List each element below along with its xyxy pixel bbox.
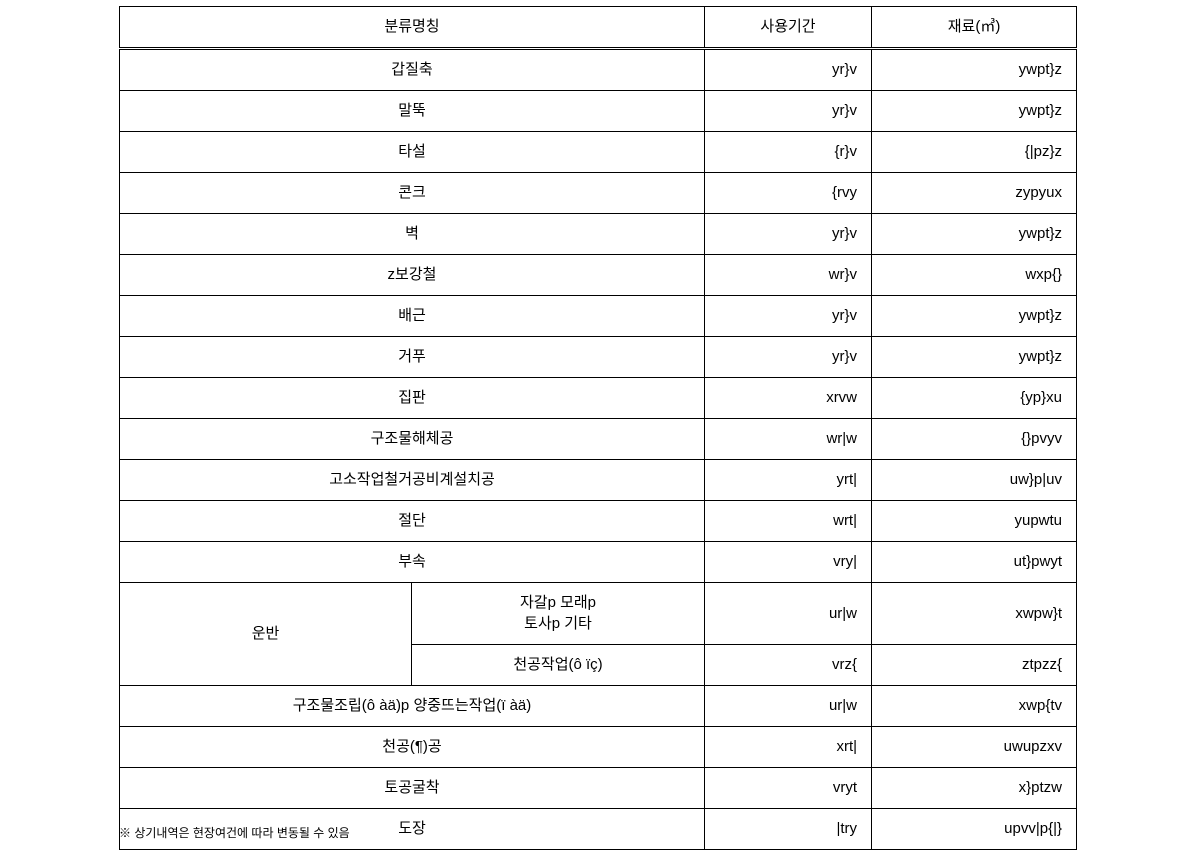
row-col2: vry| <box>705 542 872 583</box>
row-col3: uwupzxv <box>872 727 1077 768</box>
table-row: 콘크 {rvy zypyux <box>120 173 1077 214</box>
row-name: 타설 <box>120 132 705 173</box>
row-col3: ztpzz{ <box>872 645 1077 686</box>
row-col3: ywpt}z <box>872 214 1077 255</box>
row-col2: {r}v <box>705 132 872 173</box>
row-name: 구조물조립(ô àä)p 양중뜨는작업(ï àä) <box>120 686 705 727</box>
row-name: 운반 <box>120 583 412 686</box>
table-row: 집판 xrvw {yp}xu <box>120 378 1077 419</box>
row-name: 부속 <box>120 542 705 583</box>
row-col3: {yp}xu <box>872 378 1077 419</box>
row-sub-name: 자갈p 모래p 토사p 기타 <box>412 583 705 645</box>
col-header-period: 사용기간 <box>705 7 872 49</box>
row-col2: yr}v <box>705 49 872 91</box>
row-col2: |try <box>705 809 872 850</box>
table-row: 벽 yr}v ywpt}z <box>120 214 1077 255</box>
table-row: z보강철 wr}v wxp{} <box>120 255 1077 296</box>
row-col3: wxp{} <box>872 255 1077 296</box>
row-name: 말뚝 <box>120 91 705 132</box>
row-name: 벽 <box>120 214 705 255</box>
row-col3: ywpt}z <box>872 91 1077 132</box>
row-col3: ut}pwyt <box>872 542 1077 583</box>
table-row: 거푸 yr}v ywpt}z <box>120 337 1077 378</box>
row-col3: ywpt}z <box>872 49 1077 91</box>
materials-table: 분류명칭 사용기간 재료(㎥) 갑질축 yr}v ywpt}z 말뚝 yr}v … <box>119 6 1077 850</box>
table-row: 절단 wrt| yupwtu <box>120 501 1077 542</box>
row-col2: yr}v <box>705 214 872 255</box>
row-col3: zypyux <box>872 173 1077 214</box>
row-name: 배근 <box>120 296 705 337</box>
table-row: 갑질축 yr}v ywpt}z <box>120 49 1077 91</box>
table-row: 타설 {r}v {|pz}z <box>120 132 1077 173</box>
row-name: 콘크 <box>120 173 705 214</box>
row-col2: yr}v <box>705 337 872 378</box>
row-name: 절단 <box>120 501 705 542</box>
table-row: 말뚝 yr}v ywpt}z <box>120 91 1077 132</box>
row-name: 천공(¶)공 <box>120 727 705 768</box>
row-name: 집판 <box>120 378 705 419</box>
table-row: 배근 yr}v ywpt}z <box>120 296 1077 337</box>
row-name: 갑질축 <box>120 49 705 91</box>
row-col3: {|pz}z <box>872 132 1077 173</box>
row-name: 구조물해체공 <box>120 419 705 460</box>
table-row: 고소작업철거공비계설치공 yrt| uw}p|uv <box>120 460 1077 501</box>
row-col3: ywpt}z <box>872 296 1077 337</box>
row-name: 토공굴착 <box>120 768 705 809</box>
row-col2: ur|w <box>705 686 872 727</box>
table-row: 운반 자갈p 모래p 토사p 기타 ur|w xwpw}t <box>120 583 1077 645</box>
table-row: 구조물조립(ô àä)p 양중뜨는작업(ï àä) ur|w xwp{tv <box>120 686 1077 727</box>
col-header-volume: 재료(㎥) <box>872 7 1077 49</box>
row-col3: {}pvyv <box>872 419 1077 460</box>
row-col3: upvv|p{|} <box>872 809 1077 850</box>
row-name: z보강철 <box>120 255 705 296</box>
row-col2: yr}v <box>705 91 872 132</box>
row-name: 거푸 <box>120 337 705 378</box>
row-col2: wrt| <box>705 501 872 542</box>
table-row: 부속 vry| ut}pwyt <box>120 542 1077 583</box>
row-col3: uw}p|uv <box>872 460 1077 501</box>
row-col2: yrt| <box>705 460 872 501</box>
table-row: 천공(¶)공 xrt| uwupzxv <box>120 727 1077 768</box>
table-row: 구조물해체공 wr|w {}pvyv <box>120 419 1077 460</box>
table-row: 토공굴착 vryt x}ptzw <box>120 768 1077 809</box>
row-col2: wr|w <box>705 419 872 460</box>
row-col3: x}ptzw <box>872 768 1077 809</box>
row-col3: xwp{tv <box>872 686 1077 727</box>
row-col2: vrz{ <box>705 645 872 686</box>
col-header-name: 분류명칭 <box>120 7 705 49</box>
row-col3: yupwtu <box>872 501 1077 542</box>
row-col3: xwpw}t <box>872 583 1077 645</box>
row-col2: xrvw <box>705 378 872 419</box>
row-col2: wr}v <box>705 255 872 296</box>
row-sub-name: 천공작업(ô ïç) <box>412 645 705 686</box>
row-col2: vryt <box>705 768 872 809</box>
row-col2: {rvy <box>705 173 872 214</box>
row-col2: ur|w <box>705 583 872 645</box>
row-col2: yr}v <box>705 296 872 337</box>
row-name: 고소작업철거공비계설치공 <box>120 460 705 501</box>
row-col2: xrt| <box>705 727 872 768</box>
row-col3: ywpt}z <box>872 337 1077 378</box>
